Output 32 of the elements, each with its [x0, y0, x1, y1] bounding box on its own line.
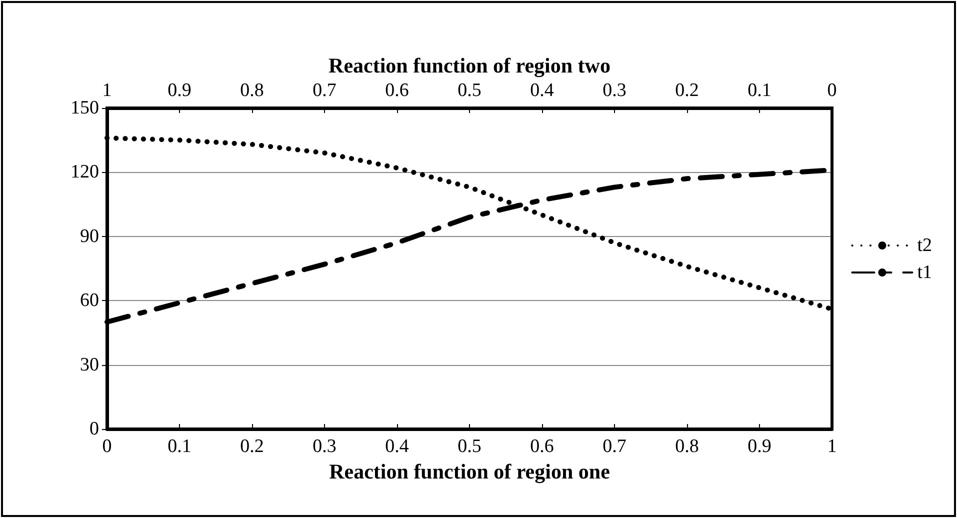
x2-tick-label: 0.8	[240, 80, 264, 101]
y-tick-label: 150	[70, 98, 99, 118]
x2-tick-label: 0.1	[748, 80, 772, 101]
x2-tick-label: 0.5	[458, 80, 482, 101]
x2-axis-title: Reaction function of region two	[328, 54, 610, 78]
x2-tick-label: 0.9	[168, 80, 192, 101]
x2-tick-label: 0.6	[385, 80, 409, 101]
x2-tick-label: 1	[102, 80, 112, 101]
y-tick-label: 30	[80, 354, 99, 376]
legend-label: t1	[917, 262, 932, 283]
x-tick-label: 0.4	[385, 436, 410, 457]
x-tick-label: 0.1	[168, 436, 192, 457]
x-tick-label: 0.9	[748, 436, 772, 457]
x2-tick-label: 0.3	[602, 80, 626, 101]
x2-tick-label: 0.4	[530, 80, 554, 101]
y-tick-label: 0	[90, 418, 99, 440]
x2-tick-label: 0.2	[675, 80, 699, 101]
legend-label: t2	[917, 235, 932, 256]
x-axis-title: Reaction function of region one	[329, 459, 610, 484]
x-tick-label: 1	[827, 436, 837, 457]
x-tick-label: 0.3	[312, 436, 336, 457]
x-tick-label: 0.8	[675, 436, 699, 457]
x2-tick-label: 0.7	[312, 80, 336, 101]
y-tick-label: 60	[80, 290, 99, 312]
x-tick-label: 0	[102, 436, 112, 457]
x2-tick-label: 0	[827, 80, 837, 101]
x-tick-label: 0.2	[240, 436, 264, 457]
x-tick-label: 0.6	[530, 436, 554, 457]
y-tick-label: 90	[80, 226, 99, 247]
x-tick-label: 0.5	[458, 436, 482, 457]
x-tick-label: 0.7	[602, 436, 626, 457]
y-tick-label: 120	[70, 162, 99, 183]
